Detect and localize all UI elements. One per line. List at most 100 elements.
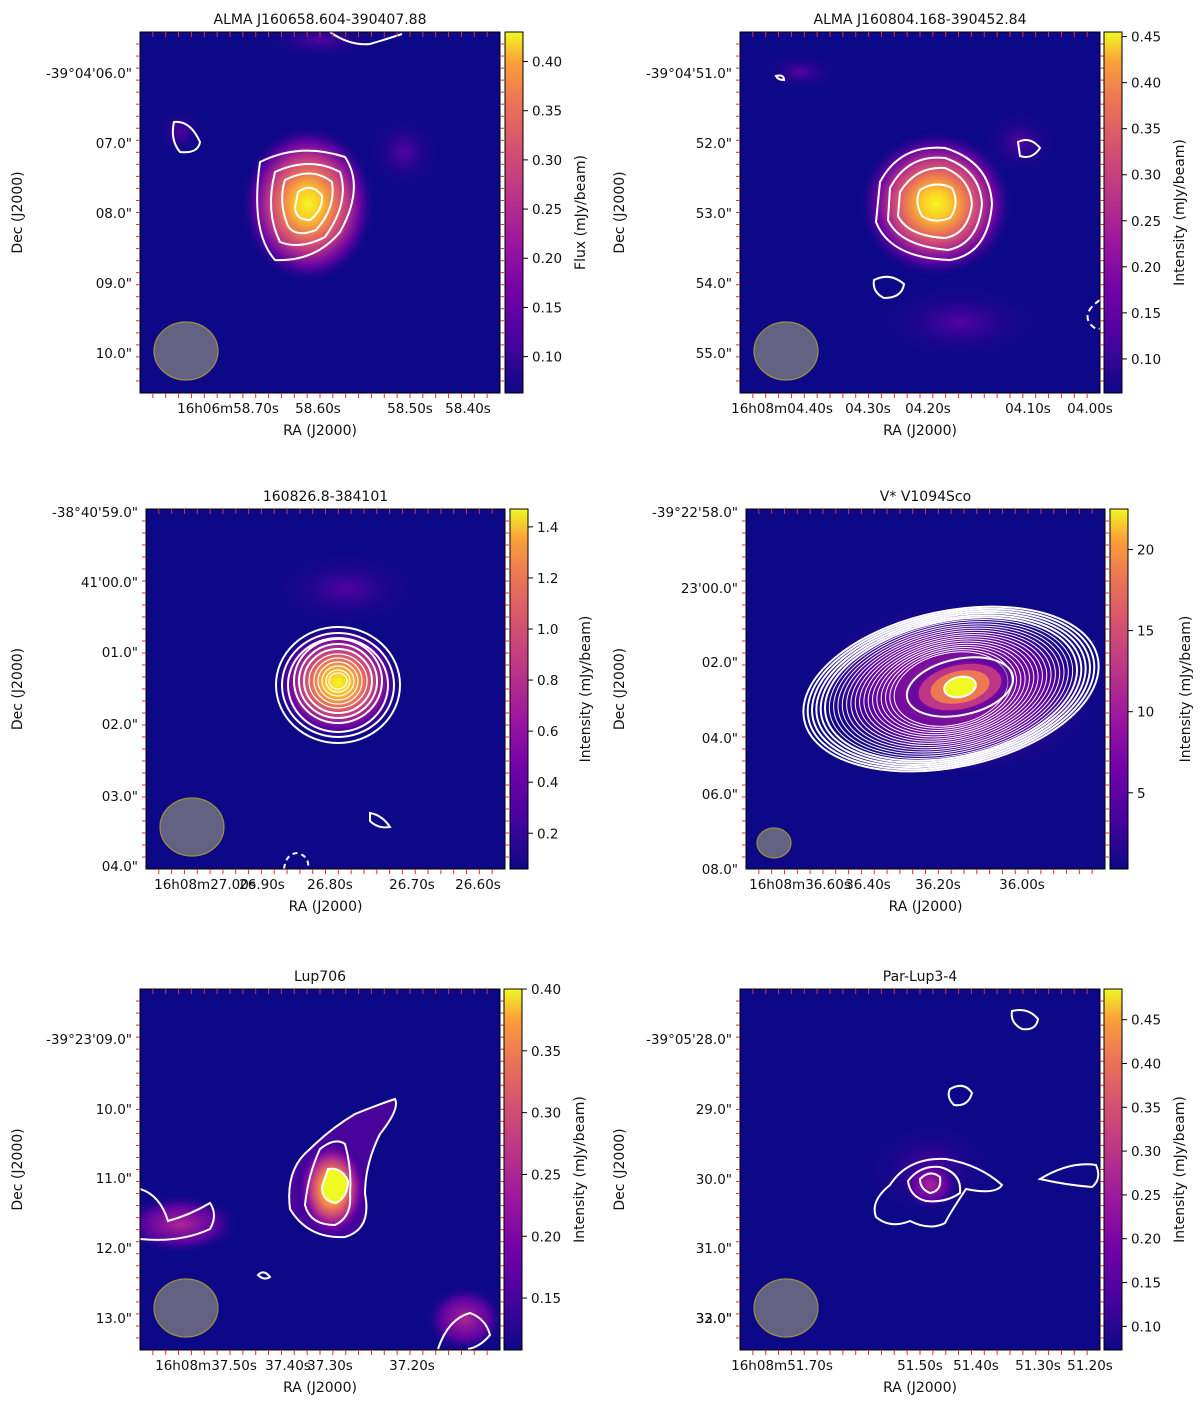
panel-title: ALMA J160658.604-390407.88 <box>214 12 427 28</box>
y-tick-label: 29.0" <box>696 1102 732 1118</box>
y-tick-label: 02.0" <box>102 717 138 733</box>
colorbar-label: Intensity (mJy/beam) <box>578 616 594 763</box>
x-tick-label: 51.40s <box>953 1358 999 1374</box>
colorbar-tick-label: 0.6 <box>537 724 558 740</box>
colorbar-tick-label: 0.15 <box>1131 306 1161 322</box>
colorbar-tick-label: 0.8 <box>537 673 558 689</box>
colorbar-tick-label: 0.10 <box>532 350 562 366</box>
panel-title: V* V1094Sco <box>880 489 971 505</box>
colorbar-tick-label: 0.30 <box>531 1106 561 1122</box>
x-tick-label: 58.40s <box>445 401 491 417</box>
x-tick-label: 16h08m36.60s <box>749 877 851 893</box>
y-tick-label: 31.0" <box>696 1241 732 1257</box>
colorbar <box>503 988 523 1351</box>
y-axis-label: Dec (J2000) <box>10 171 26 253</box>
colorbar-label: Intensity (mJy/beam) <box>572 1096 588 1243</box>
beam-ellipse <box>753 321 819 381</box>
y-tick-label: 52.0" <box>696 136 732 152</box>
x-tick-label: 51.30s <box>1015 1358 1061 1374</box>
colorbar-tick-label: 0.40 <box>1131 76 1161 92</box>
y-tick-label: 33.0" <box>696 1311 732 1327</box>
panel-title: Lup706 <box>294 969 346 985</box>
y-tick-label: 54.0" <box>696 276 732 292</box>
colorbar <box>504 31 524 394</box>
beam-ellipse <box>153 321 219 381</box>
x-tick-label: 51.20s <box>1067 1358 1113 1374</box>
colorbar-tick-label: 0.35 <box>1131 122 1161 138</box>
y-tick-label: 12.0" <box>96 1241 132 1257</box>
x-tick-label: 26.80s <box>307 877 353 893</box>
x-tick-label: 36.20s <box>915 877 961 893</box>
x-tick-label: 51.50s <box>897 1358 943 1374</box>
colorbar-tick-label: 1.4 <box>537 520 558 536</box>
colorbar-tick-label: 0.10 <box>1131 352 1161 368</box>
y-tick-label: -39°05'28.0" <box>646 1032 732 1048</box>
x-tick-label: 04.00s <box>1067 401 1113 417</box>
beam-ellipse <box>753 1278 819 1338</box>
x-axis-label: RA (J2000) <box>883 423 957 439</box>
y-tick-label: -39°23'09.0" <box>46 1032 132 1048</box>
colorbar-tick-label: 0.30 <box>1131 1144 1161 1160</box>
colorbar-tick-label: 0.25 <box>1131 1188 1161 1204</box>
colorbar-tick-label: 0.15 <box>531 1291 561 1307</box>
y-tick-label: 30.0" <box>696 1172 732 1188</box>
y-tick-label: 10.0" <box>96 346 132 362</box>
colorbar-tick-label: 0.4 <box>537 775 558 791</box>
colorbar-label: Flux (mJy/beam) <box>573 155 589 270</box>
emission-map <box>760 52 1100 362</box>
beam-ellipse <box>159 797 225 857</box>
colorbar-tick-label: 0.40 <box>531 982 561 998</box>
y-tick-label: -39°22'58.0" <box>652 505 738 521</box>
y-tick-label: 04.0" <box>102 859 138 875</box>
colorbar-tick-label: 0.15 <box>532 300 562 316</box>
colorbar-tick-label: 5 <box>1137 786 1146 802</box>
x-tick-label: 16h06m58.70s <box>177 401 279 417</box>
x-axis-label: RA (J2000) <box>283 1380 357 1396</box>
y-tick-label: 53.0" <box>696 206 732 222</box>
x-tick-label: 04.30s <box>845 401 891 417</box>
y-tick-label: 01.0" <box>102 645 138 661</box>
y-tick-label: 02.0" <box>702 655 738 671</box>
x-tick-label: 16h08m04.40s <box>731 401 833 417</box>
colorbar-tick-label: 1.0 <box>537 622 558 638</box>
y-axis-label: Dec (J2000) <box>612 171 628 253</box>
y-tick-label: 07.0" <box>96 136 132 152</box>
colorbar-label: Intensity (mJy/beam) <box>1172 1096 1188 1243</box>
y-tick-label: -38°40'59.0" <box>52 505 138 521</box>
x-tick-label: 04.10s <box>1005 401 1051 417</box>
emission-map <box>140 1097 500 1350</box>
x-tick-label: 16h08m37.50s <box>155 1358 257 1374</box>
beam-ellipse <box>153 1278 219 1338</box>
panel-2: ALMA J160804.168-390452.84 16h08m04.40s 04… <box>612 12 1188 439</box>
panel-6: Par-Lup3-4 16h08m51.70s 51.50s 51.40s 51.30s… <box>612 969 1188 1396</box>
colorbar-tick-label: 0.45 <box>1131 30 1161 46</box>
beam-ellipse <box>756 827 792 859</box>
x-tick-label: 36.40s <box>845 877 891 893</box>
colorbar-tick-label: 0.20 <box>531 1229 561 1245</box>
y-tick-label: 11.0" <box>96 1171 132 1187</box>
x-tick-label: 26.90s <box>239 877 285 893</box>
y-axis-label: Dec (J2000) <box>612 648 628 730</box>
colorbar-label: Intensity (mJy/beam) <box>1172 139 1188 286</box>
emission-map <box>802 599 1105 779</box>
colorbar-tick-label: 0.30 <box>532 153 562 169</box>
y-tick-label: -39°04'06.0" <box>46 66 132 82</box>
colorbar-tick-label: 0.45 <box>1131 1013 1161 1029</box>
x-tick-label: 36.00s <box>999 877 1045 893</box>
x-tick-label: 58.60s <box>295 401 341 417</box>
colorbar-tick-label: 0.35 <box>532 104 562 120</box>
y-axis-label: Dec (J2000) <box>10 648 26 730</box>
x-tick-label: 16h08m51.70s <box>731 1358 833 1374</box>
y-tick-label: 55.0" <box>696 346 732 362</box>
y-tick-label: 13.0" <box>96 1311 132 1327</box>
x-tick-label: 16h08m27.00s <box>154 877 256 893</box>
colorbar <box>1109 508 1129 870</box>
colorbar-tick-label: 0.25 <box>532 202 562 218</box>
y-tick-label: 10.0" <box>96 1102 132 1118</box>
y-tick-label: -39°04'51.0" <box>646 66 732 82</box>
colorbar <box>1103 988 1123 1351</box>
y-tick-label: 23'00.0" <box>681 581 738 597</box>
colorbar <box>1103 31 1123 394</box>
